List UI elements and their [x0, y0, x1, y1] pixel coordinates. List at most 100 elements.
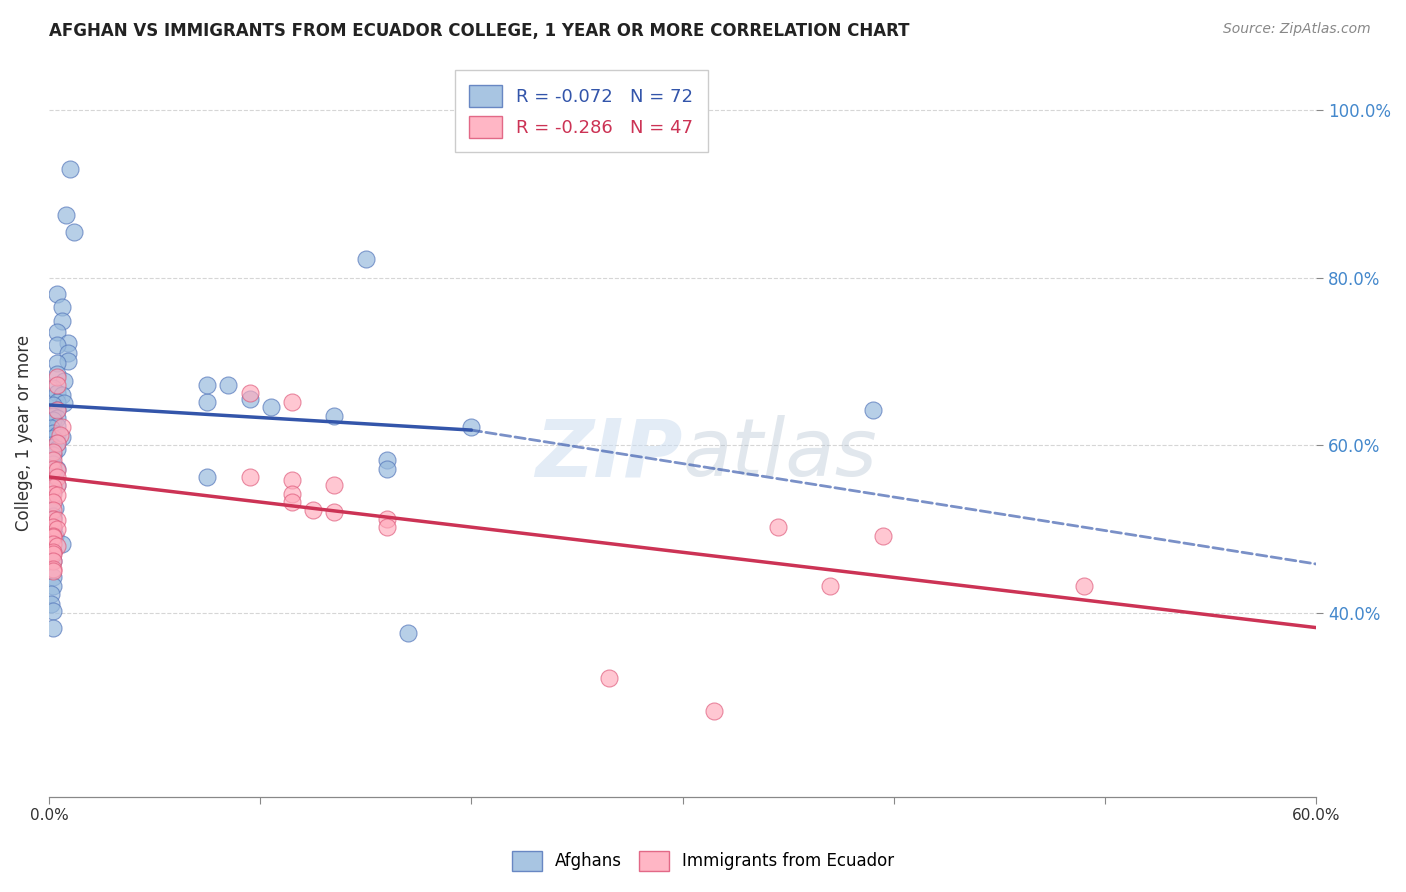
- Point: [39, 446, 62, 460]
- Point: [302, 503, 325, 517]
- Point: [51, 314, 73, 328]
- Point: [42, 445, 65, 459]
- Point: [46, 337, 69, 351]
- Point: [42, 512, 65, 526]
- Point: [56, 354, 79, 368]
- Point: [39, 475, 62, 490]
- Point: [39, 597, 62, 611]
- Point: [42, 432, 65, 446]
- Point: [42, 621, 65, 635]
- Point: [375, 512, 398, 526]
- Point: [42, 484, 65, 499]
- Point: [46, 539, 69, 553]
- Point: [46, 394, 69, 409]
- Point: [42, 457, 65, 471]
- Point: [42, 564, 65, 578]
- Point: [42, 398, 65, 412]
- Text: AFGHAN VS IMMIGRANTS FROM ECUADOR COLLEGE, 1 YEAR OR MORE CORRELATION CHART: AFGHAN VS IMMIGRANTS FROM ECUADOR COLLEG…: [49, 22, 910, 40]
- Point: [281, 473, 304, 487]
- Point: [42, 409, 65, 423]
- Point: [42, 554, 65, 568]
- Point: [42, 537, 65, 551]
- Point: [323, 505, 346, 519]
- Point: [39, 438, 62, 452]
- Point: [42, 554, 65, 568]
- Point: [51, 430, 73, 444]
- Point: [46, 369, 69, 384]
- Point: [766, 520, 789, 534]
- Point: [42, 579, 65, 593]
- Point: [39, 421, 62, 435]
- Point: [39, 587, 62, 601]
- Point: [42, 381, 65, 395]
- Point: [46, 356, 69, 370]
- Point: [63, 225, 86, 239]
- Point: [46, 513, 69, 527]
- Point: [598, 671, 620, 685]
- Point: [42, 530, 65, 544]
- Point: [42, 528, 65, 542]
- Point: [260, 401, 283, 415]
- Point: [42, 545, 65, 559]
- Point: [42, 486, 65, 500]
- Point: [46, 325, 69, 339]
- Point: [56, 346, 79, 360]
- Point: [55, 208, 77, 222]
- Point: [46, 470, 69, 484]
- Point: [354, 252, 377, 267]
- Point: [52, 374, 75, 388]
- Point: [42, 503, 65, 517]
- Point: [281, 495, 304, 509]
- Point: [46, 488, 69, 502]
- Point: [46, 436, 69, 450]
- Point: [703, 704, 725, 718]
- Point: [59, 161, 82, 176]
- Point: [195, 377, 218, 392]
- Point: [52, 396, 75, 410]
- Point: [820, 579, 842, 593]
- Point: [239, 392, 262, 406]
- Point: [42, 440, 65, 454]
- Text: atlas: atlas: [682, 416, 877, 493]
- Point: [42, 520, 65, 534]
- Point: [42, 413, 65, 427]
- Point: [44, 500, 66, 515]
- Point: [46, 403, 69, 417]
- Point: [46, 522, 69, 536]
- Point: [872, 528, 894, 542]
- Legend: Afghans, Immigrants from Ecuador: Afghans, Immigrants from Ecuador: [503, 842, 903, 880]
- Point: [51, 388, 73, 402]
- Point: [46, 478, 69, 492]
- Point: [195, 394, 218, 409]
- Point: [42, 547, 65, 561]
- Point: [42, 461, 65, 475]
- Point: [375, 461, 398, 475]
- Point: [396, 626, 419, 640]
- Point: [42, 495, 65, 509]
- Point: [42, 448, 65, 462]
- Point: [46, 418, 69, 433]
- Point: [46, 428, 69, 442]
- Point: [48, 428, 70, 442]
- Point: [42, 509, 65, 524]
- Point: [218, 377, 240, 392]
- Point: [460, 419, 482, 434]
- Point: [239, 470, 262, 484]
- Point: [46, 386, 69, 401]
- Point: [46, 287, 69, 301]
- Point: [46, 411, 69, 425]
- Point: [44, 528, 66, 542]
- Point: [56, 336, 79, 351]
- Point: [42, 545, 65, 559]
- Point: [51, 537, 73, 551]
- Point: [46, 436, 69, 450]
- Point: [281, 486, 304, 500]
- Point: [42, 562, 65, 576]
- Point: [239, 386, 262, 401]
- Point: [1073, 579, 1095, 593]
- Point: [323, 409, 346, 423]
- Y-axis label: College, 1 year or more: College, 1 year or more: [15, 334, 32, 531]
- Point: [44, 470, 66, 484]
- Point: [42, 512, 65, 526]
- Point: [46, 377, 69, 392]
